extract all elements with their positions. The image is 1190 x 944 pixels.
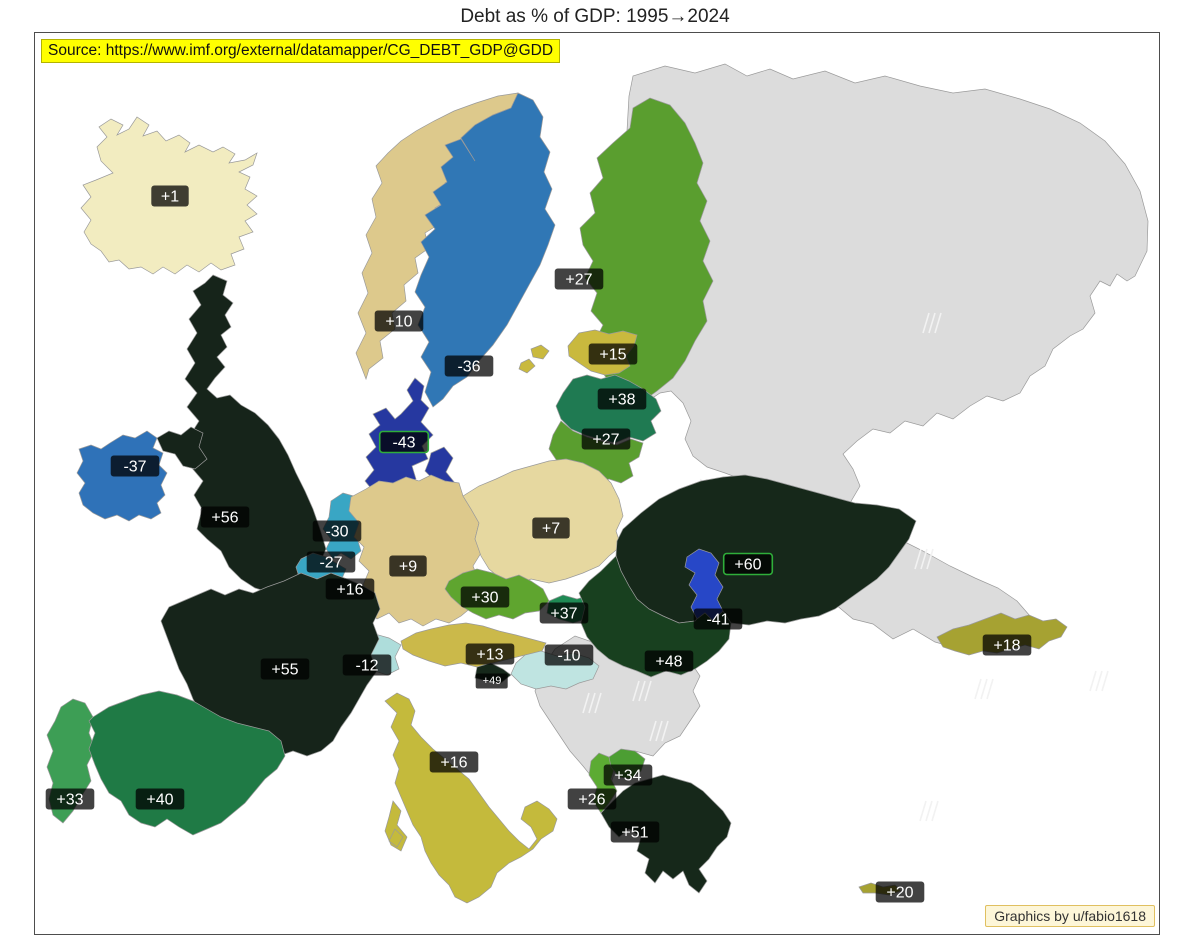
svg-text:+34: +34 [614,768,641,785]
svg-text:+27: +27 [565,272,592,289]
svg-text:+55: +55 [271,662,298,679]
svg-text:+10: +10 [385,314,412,331]
svg-text:+49: +49 [483,675,502,687]
svg-text:+20: +20 [886,885,913,902]
svg-text:+27: +27 [592,432,619,449]
svg-text:+7: +7 [542,521,560,538]
svg-text:+18: +18 [993,638,1020,655]
svg-text:-10: -10 [557,648,580,665]
svg-text:-30: -30 [325,524,348,541]
svg-text:+40: +40 [146,792,173,809]
svg-text:-36: -36 [457,359,480,376]
svg-text:+1: +1 [161,189,179,206]
svg-text:+13: +13 [476,647,503,664]
svg-text:+16: +16 [336,582,363,599]
svg-text:-43: -43 [392,435,415,452]
svg-text:+37: +37 [550,606,577,623]
svg-text:+15: +15 [599,347,626,364]
svg-text:+60: +60 [734,557,761,574]
svg-text:-41: -41 [706,612,729,629]
svg-text:-27: -27 [319,555,342,572]
svg-text:+56: +56 [211,510,238,527]
svg-text:+33: +33 [56,792,83,809]
svg-text:+9: +9 [399,559,417,576]
svg-text:+48: +48 [655,654,682,671]
svg-text:+51: +51 [621,825,648,842]
svg-text:+38: +38 [608,392,635,409]
svg-text:-37: -37 [123,459,146,476]
svg-text:+16: +16 [440,755,467,772]
svg-text:+26: +26 [578,792,605,809]
svg-text:-12: -12 [355,658,378,675]
svg-text:+30: +30 [471,590,498,607]
